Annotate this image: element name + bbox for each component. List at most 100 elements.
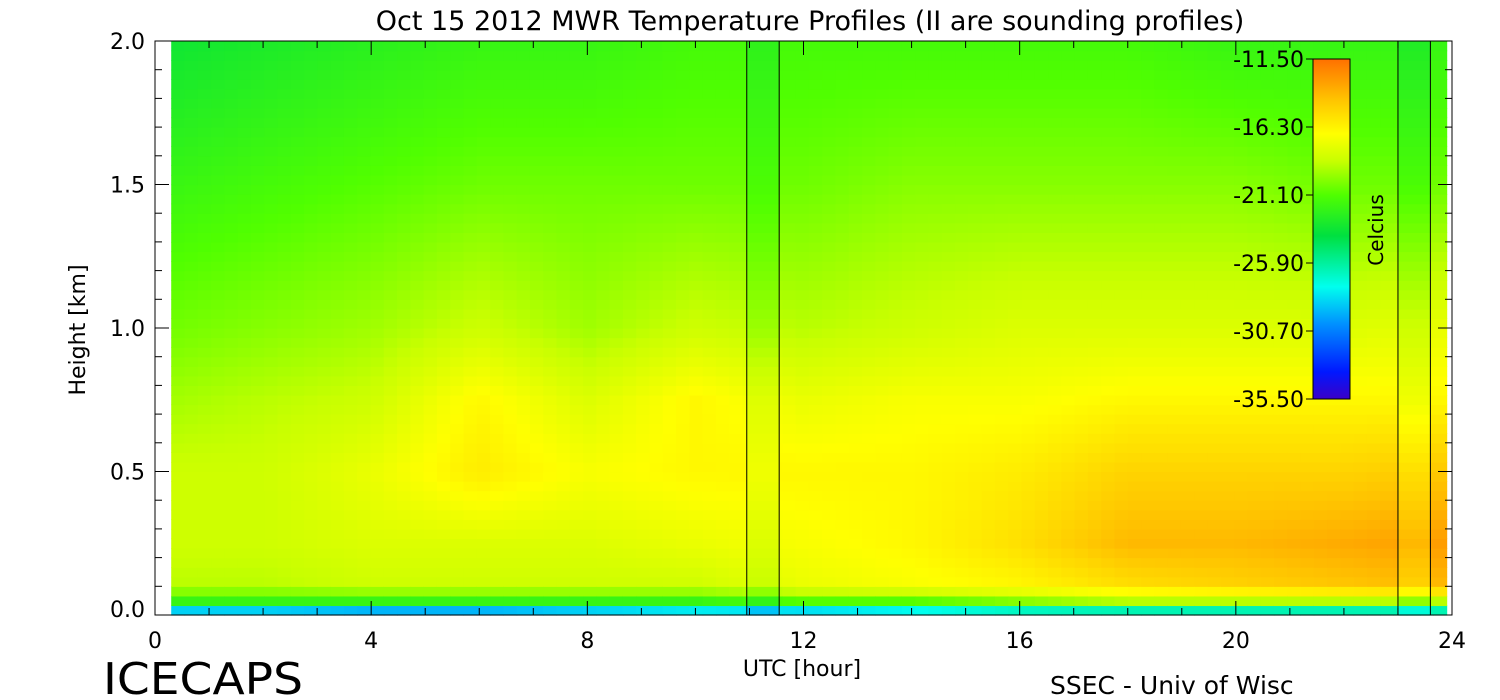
heatmap-cell — [343, 528, 358, 540]
heatmap-cell — [370, 490, 385, 501]
heatmap-cell — [397, 194, 411, 205]
heatmap-cell — [290, 557, 305, 568]
heatmap-cell — [1127, 155, 1142, 166]
heatmap-cell — [1061, 481, 1076, 492]
heatmap-cell — [224, 337, 239, 348]
heatmap-cell — [1167, 356, 1182, 367]
heatmap-cell — [1127, 452, 1142, 463]
heatmap-cell — [224, 308, 239, 320]
heatmap-cell — [1207, 222, 1222, 233]
heatmap-cell — [622, 289, 637, 300]
heatmap-cell — [875, 127, 890, 138]
heatmap-cell — [569, 414, 584, 425]
heatmap-cell — [1008, 356, 1023, 367]
heatmap-cell — [250, 79, 265, 90]
heatmap-cell — [357, 69, 372, 80]
heatmap-cell — [689, 366, 704, 377]
heatmap-cell — [1207, 136, 1222, 147]
heatmap-cell — [583, 557, 597, 568]
heatmap-cell — [503, 337, 518, 348]
heatmap-cell — [1087, 490, 1102, 501]
heatmap-cell — [702, 261, 717, 272]
heatmap-cell — [994, 165, 1009, 176]
heatmap-cell — [583, 385, 597, 396]
heatmap-cell — [596, 442, 611, 453]
heatmap-cell — [516, 461, 531, 473]
heatmap-cell — [1034, 146, 1049, 157]
heatmap-cell — [383, 375, 398, 386]
heatmap-cell — [529, 60, 544, 71]
heatmap-cell — [662, 127, 677, 138]
heatmap-cell — [1127, 471, 1142, 482]
heatmap-cell — [888, 519, 903, 530]
heatmap-cell — [490, 414, 504, 425]
heatmap-cell — [171, 50, 186, 61]
heatmap-cell — [848, 576, 863, 587]
heatmap-cell — [941, 567, 956, 578]
heatmap-cell — [955, 232, 969, 243]
heatmap-cell — [1141, 60, 1155, 71]
heatmap-cell — [556, 528, 571, 540]
heatmap-cell — [476, 232, 491, 243]
heatmap-cell — [1061, 548, 1076, 559]
heatmap-cell — [1194, 299, 1209, 310]
heatmap-cell — [304, 442, 318, 453]
heatmap-cell — [211, 548, 225, 559]
heatmap-cell — [928, 222, 943, 233]
heatmap-cell — [1021, 366, 1036, 377]
heatmap-cell — [1220, 136, 1235, 147]
heatmap-cell — [676, 509, 690, 520]
heatmap-cell — [476, 88, 491, 99]
heatmap-cell — [609, 519, 624, 530]
heatmap-cell — [343, 318, 358, 329]
heatmap-cell — [171, 595, 186, 607]
heatmap-cell — [250, 557, 265, 568]
heatmap-cell — [211, 127, 225, 138]
heatmap-cell — [1008, 452, 1023, 463]
heatmap-cell — [476, 394, 491, 406]
heatmap-cell — [423, 251, 438, 262]
heatmap-cell — [1260, 241, 1275, 253]
heatmap-cell — [901, 433, 916, 444]
heatmap-cell — [423, 471, 438, 482]
heatmap-cell — [1114, 165, 1129, 176]
heatmap-cell — [343, 404, 358, 415]
heatmap-cell — [1247, 251, 1262, 262]
heatmap-cell — [636, 586, 651, 597]
heatmap-cell — [994, 442, 1009, 453]
heatmap-cell — [383, 595, 398, 607]
heatmap-cell — [463, 88, 478, 99]
heatmap-cell — [875, 308, 890, 320]
heatmap-cell — [304, 155, 318, 166]
heatmap-cell — [1247, 452, 1262, 463]
heatmap-cell — [383, 452, 398, 463]
heatmap-cell — [1101, 194, 1116, 205]
heatmap-cell — [463, 414, 478, 425]
heatmap-cell — [264, 289, 279, 300]
heatmap-cell — [1247, 308, 1262, 320]
heatmap-cell — [1061, 366, 1076, 377]
heatmap-cell — [1141, 299, 1155, 310]
heatmap-cell — [250, 98, 265, 109]
heatmap-cell — [676, 79, 690, 90]
heatmap-cell — [450, 557, 465, 568]
heatmap-cell — [383, 136, 398, 147]
heatmap-cell — [729, 60, 744, 71]
heatmap-cell — [1167, 490, 1182, 501]
heatmap-cell — [676, 347, 690, 358]
heatmap-cell — [1273, 452, 1288, 463]
heatmap-cell — [1114, 356, 1129, 367]
heatmap-cell — [636, 414, 651, 425]
heatmap-cell — [171, 509, 186, 520]
heatmap-cell — [410, 203, 425, 214]
heatmap-cell — [609, 241, 624, 253]
heatmap-cell — [1074, 308, 1089, 320]
heatmap-cell — [450, 69, 465, 80]
heatmap-cell — [875, 528, 890, 540]
heatmap-cell — [237, 557, 252, 568]
heatmap-cell — [463, 519, 478, 530]
heatmap-cell — [609, 289, 624, 300]
heatmap-cell — [383, 241, 398, 253]
heatmap-cell — [529, 500, 544, 511]
heatmap-cell — [569, 155, 584, 166]
